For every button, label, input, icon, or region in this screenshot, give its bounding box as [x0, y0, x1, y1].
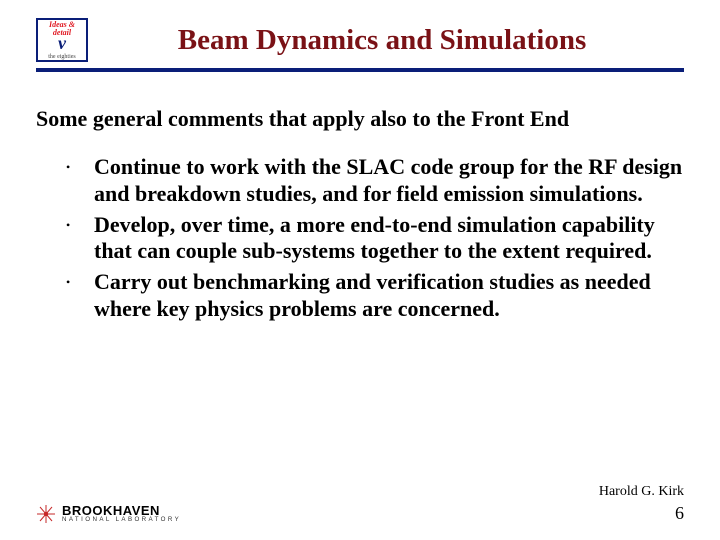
- lab-subname: NATIONAL LABORATORY: [62, 517, 181, 523]
- slide: Ideas & detail ν the eighties Beam Dynam…: [0, 0, 720, 540]
- subheading: Some general comments that apply also to…: [36, 106, 684, 132]
- logo-symbol: ν: [41, 33, 83, 54]
- lab-logo: BROOKHAVEN NATIONAL LABORATORY: [36, 504, 684, 524]
- title-rule: [36, 68, 684, 72]
- lab-text: BROOKHAVEN NATIONAL LABORATORY: [62, 505, 181, 522]
- page-number: 6: [675, 503, 684, 524]
- bullet-item: Develop, over time, a more end-to-end si…: [66, 212, 684, 266]
- lab-burst-icon: [36, 504, 56, 524]
- header: Ideas & detail ν the eighties Beam Dynam…: [36, 18, 684, 62]
- logo-bottom-text: the eighties: [41, 54, 83, 60]
- logo: Ideas & detail ν the eighties: [36, 18, 88, 62]
- bullet-item: Carry out benchmarking and verification …: [66, 269, 684, 323]
- footer: BROOKHAVEN NATIONAL LABORATORY Harold G.…: [36, 504, 684, 524]
- bullet-list: Continue to work with the SLAC code grou…: [36, 154, 684, 323]
- bullet-item: Continue to work with the SLAC code grou…: [66, 154, 684, 208]
- logo-inner: Ideas & detail ν the eighties: [41, 23, 83, 57]
- page-title: Beam Dynamics and Simulations: [104, 24, 684, 57]
- author: Harold G. Kirk: [599, 484, 684, 500]
